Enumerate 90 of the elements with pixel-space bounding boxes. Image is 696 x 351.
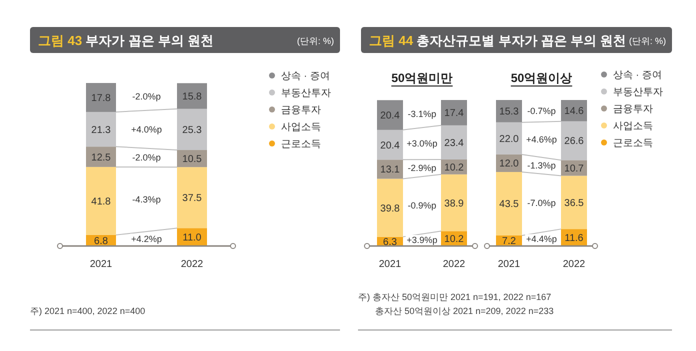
chart-title: 50억원미만	[391, 71, 453, 85]
bar	[496, 172, 522, 236]
data-label: 17.4	[444, 108, 464, 120]
legend-label: 상속 · 증여	[281, 71, 330, 82]
text: (단위: %)	[297, 36, 334, 46]
data-label: 10.2	[444, 234, 464, 246]
x-tick-label: 2022	[442, 259, 466, 270]
bar	[377, 178, 403, 237]
text: 주) 총자산 50억원미만 2021 n=191, 2022 n=167	[358, 292, 552, 302]
annotation: -0.9%p	[408, 200, 436, 210]
text: (단위: %)	[629, 36, 666, 46]
legend-label: 부동산투자	[613, 87, 663, 98]
data-label: 22.0	[499, 134, 520, 145]
data-label: 41.8	[91, 196, 112, 208]
data-label: 6.8	[94, 236, 108, 247]
legend-label: 부동산투자	[281, 88, 331, 99]
legend-label: 금융투자	[613, 104, 653, 115]
data-label: 17.8	[91, 92, 112, 104]
annotation: +4.6%p	[526, 134, 557, 145]
annotation: +4.2%p	[131, 234, 162, 244]
data-label: 12.0	[499, 158, 520, 170]
annotation: -0.7%p	[527, 106, 556, 116]
data-label: 13.1	[380, 164, 400, 176]
bar	[496, 122, 522, 154]
text: 그림 43 부자가 꼽은 부의 원천	[38, 33, 214, 48]
bar	[177, 108, 207, 150]
data-label: 11.0	[182, 232, 202, 244]
bar	[441, 100, 467, 126]
data-label: 39.8	[380, 203, 400, 214]
data-label: 10.2	[444, 162, 464, 174]
legend-label: 사업소득	[613, 121, 653, 132]
annotation: -2.0%p	[132, 92, 161, 102]
bar	[86, 112, 116, 147]
annotation: -2.9%p	[408, 163, 436, 174]
data-label: 10.5	[182, 154, 202, 166]
text: 그림 44 총자산규모별 부자가 꼽은 부의 원천	[369, 33, 626, 48]
annotation: -1.3%p	[527, 160, 556, 171]
annotation: -2.0%p	[132, 152, 161, 163]
x-tick-label: 2021	[90, 259, 113, 270]
bar	[177, 167, 207, 228]
legend-label: 금융투자	[281, 105, 321, 116]
chart-title: 50억원이상	[510, 71, 572, 85]
data-label: 26.6	[564, 136, 584, 148]
data-label: 20.4	[380, 140, 400, 152]
legend-label: 근로소득	[281, 139, 321, 150]
bar	[561, 176, 587, 230]
data-label: 15.3	[499, 106, 520, 118]
data-label: 23.4	[444, 138, 464, 149]
annotation: -4.3%p	[132, 194, 161, 204]
data-label: 37.5	[182, 193, 202, 204]
annotation: -3.1%p	[408, 108, 436, 119]
annotation: +4.4%p	[526, 234, 557, 244]
data-label: 21.3	[91, 124, 112, 136]
bar	[377, 160, 403, 179]
data-label: 10.7	[564, 163, 584, 174]
data-label: 20.4	[380, 110, 400, 122]
bar	[377, 130, 403, 160]
data-label: 11.6	[564, 233, 584, 244]
data-label: 14.6	[564, 106, 584, 118]
data-label: 38.9	[444, 198, 464, 210]
data-label: 6.3	[383, 236, 398, 248]
annotation: +3.9%p	[406, 234, 438, 245]
annotation: -7.0%p	[527, 198, 556, 208]
legend-label: 사업소득	[281, 122, 321, 133]
bar	[561, 100, 587, 122]
data-label: 43.5	[499, 199, 520, 210]
x-tick-label: 2022	[562, 259, 586, 270]
data-label: 12.5	[91, 152, 112, 164]
bar	[561, 121, 587, 160]
bar	[177, 83, 207, 109]
data-label: 36.5	[564, 198, 584, 209]
x-tick-label: 2021	[378, 259, 402, 270]
annotation: +3.0%p	[406, 138, 438, 149]
x-tick-label: 2022	[180, 259, 204, 270]
x-tick-label: 2021	[498, 259, 521, 270]
bar	[86, 166, 116, 235]
data-label: 25.3	[182, 124, 202, 136]
data-label: 7.2	[502, 236, 516, 248]
legend-label: 상속 · 증여	[613, 70, 662, 81]
text: 총자산 50억원이상 2021 n=209, 2022 n=233	[375, 306, 554, 316]
bar	[86, 146, 116, 167]
bar	[86, 83, 116, 112]
bar	[377, 100, 403, 130]
annotation: +4.0%p	[131, 124, 162, 134]
legend-label: 근로소득	[613, 138, 653, 149]
bar	[441, 125, 467, 160]
bar	[441, 174, 467, 232]
data-label: 15.8	[182, 92, 202, 103]
text: 주) 2021 n=400, 2022 n=400	[30, 306, 146, 316]
bar	[496, 100, 522, 122]
